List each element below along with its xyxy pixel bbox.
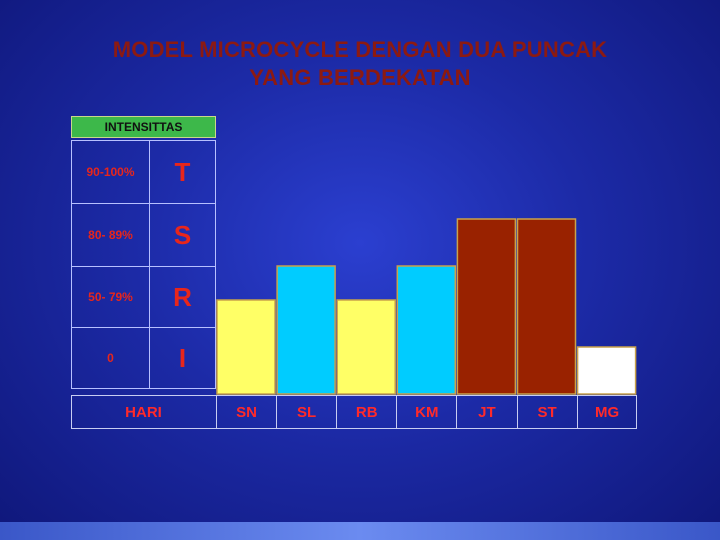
bar-sl — [276, 265, 336, 395]
letter-cell-i: I — [149, 327, 216, 389]
bar-sn — [216, 299, 276, 395]
level-letter-t: T — [174, 156, 191, 187]
title-line-2: YANG BERDEKATAN — [249, 65, 471, 90]
range-label-i: 0 — [107, 351, 114, 365]
x-axis-title: HARI — [125, 403, 162, 421]
range-label-s: 80- 89% — [88, 228, 133, 242]
x-tick-sn: SN — [216, 395, 276, 429]
x-axis-row — [71, 395, 637, 429]
bar-mg — [576, 346, 637, 395]
title-line-1: MODEL MICROCYCLE DENGAN DUA PUNCAK — [112, 37, 608, 62]
range-label-r: 50- 79% — [88, 290, 133, 304]
footer-strip — [0, 522, 720, 540]
x-tick-jt: JT — [456, 395, 516, 429]
bar-km — [396, 265, 457, 395]
x-tick-mg: MG — [576, 395, 637, 429]
level-letter-i: I — [178, 342, 187, 373]
y-axis-title: INTENSITTAS — [104, 120, 183, 134]
level-letter-s: S — [173, 219, 192, 250]
bar-rb — [336, 299, 396, 395]
x-tick-sl: SL — [276, 395, 336, 429]
chart-title: MODEL MICROCYCLE DENGAN DUA PUNCAK YANG … — [0, 36, 720, 92]
x-tick-st: ST — [516, 395, 577, 429]
range-label-t: 90-100% — [86, 165, 135, 179]
bar-jt — [456, 218, 517, 395]
x-tick-rb: RB — [336, 395, 396, 429]
x-tick-km: KM — [396, 395, 456, 429]
level-letter-r: R — [173, 281, 192, 312]
y-axis-header: INTENSITTAS — [71, 116, 216, 138]
bar-st — [516, 218, 577, 395]
